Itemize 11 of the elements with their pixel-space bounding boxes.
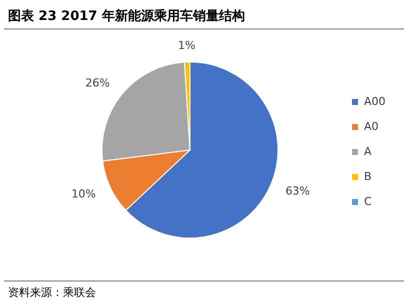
data-label: 63% [285,184,310,198]
legend-label: A00 [364,95,386,108]
legend-label: A [364,145,372,158]
legend-label: B [364,170,372,184]
data-label: 1% [178,39,196,52]
legend-label: A0 [364,120,379,134]
data-label: 10% [71,187,96,200]
chart-title: 图表 23 2017 年新能源乘用车销量结构 [8,8,245,24]
data-label: 26% [85,76,110,90]
legend-label: C [364,195,372,208]
text: 资料来源：乘联会 [8,286,96,299]
